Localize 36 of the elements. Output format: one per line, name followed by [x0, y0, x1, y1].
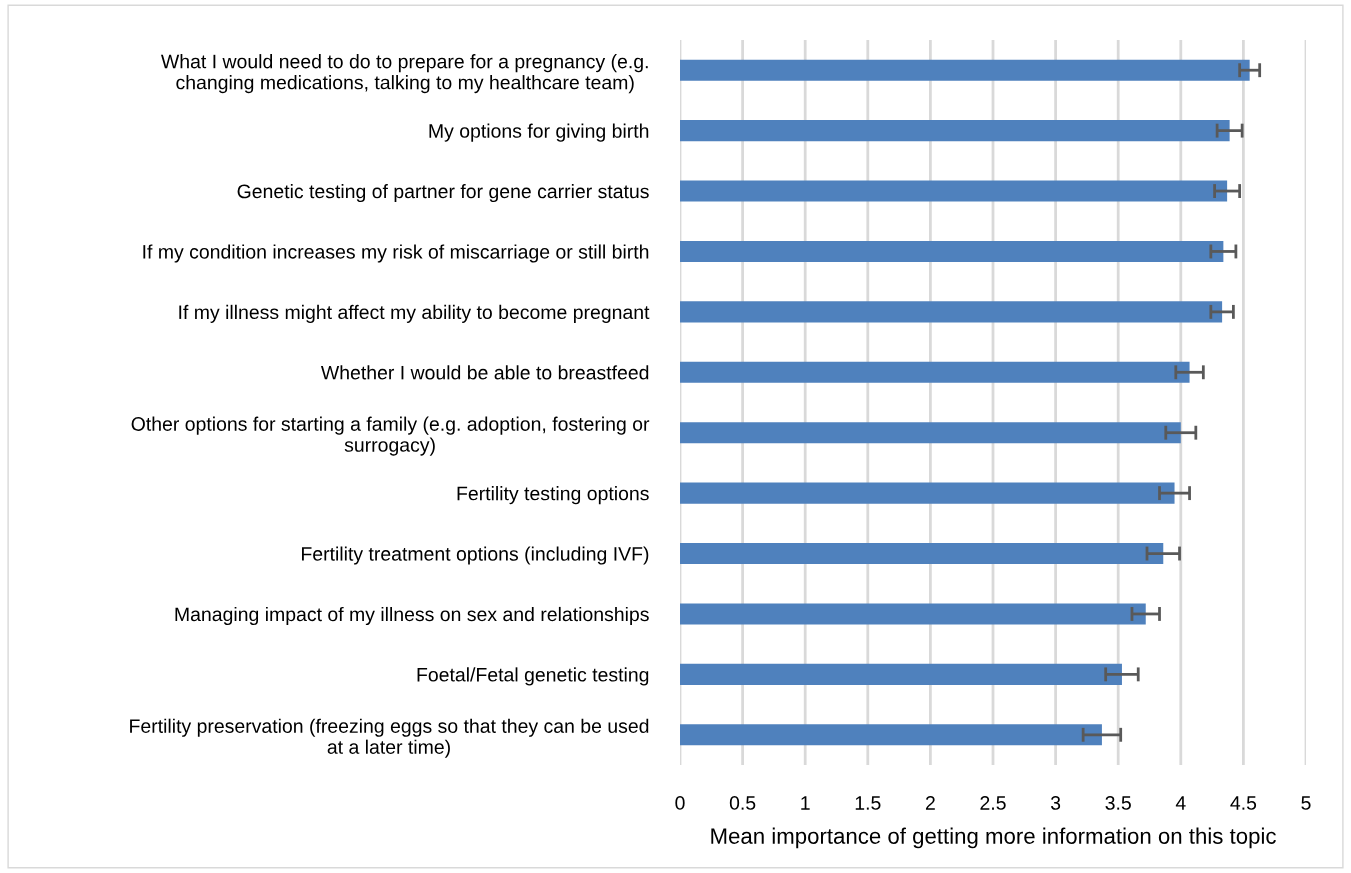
- y-tick-label: Genetic testing of partner for gene carrier status: [237, 184, 649, 203]
- x-tick-label: 0.5: [729, 796, 756, 810]
- y-tick-label: Other options for starting a family (e.g. adoption, fostering or surrogacy): [131, 416, 650, 456]
- x-tick-label: 2: [925, 796, 935, 810]
- x-tick-label: 4: [1175, 796, 1186, 810]
- y-tick-label: Fertility treatment options (including IVF): [302, 546, 649, 565]
- bar: [680, 240, 1224, 263]
- y-tick-label: Whether I would be able to breastfeed: [320, 365, 649, 380]
- bar: [680, 663, 1122, 685]
- bar: [680, 422, 1181, 444]
- x-tick-label: 3: [1050, 796, 1061, 810]
- y-tick-label: If my condition increases my risk of miscarriage or still birth: [143, 244, 649, 263]
- x-tick-label: 1: [801, 796, 810, 810]
- bar: [680, 180, 1228, 202]
- y-tick-label: If my illness might affect my ability to become pregnant: [179, 304, 650, 323]
- bar: [680, 482, 1175, 504]
- y-tick-label: Managing impact of my illness on sex and relationships: [175, 606, 649, 626]
- x-tick-label: 3.5: [1105, 796, 1131, 810]
- x-tick-label: 5: [1301, 796, 1311, 810]
- y-tick-label: Foetal/Fetal genetic testing: [417, 667, 649, 686]
- x-tick-label: 1.5: [855, 796, 881, 810]
- bar: [680, 301, 1223, 323]
- y-tick-label: My options for giving birth: [429, 123, 649, 142]
- bar: [680, 542, 1164, 565]
- bar: [680, 361, 1190, 383]
- x-tick-label: 4.5: [1230, 796, 1257, 810]
- bar: [680, 603, 1146, 625]
- x-axis-title: Mean importance of getting more information on this topic: [711, 827, 1276, 849]
- bar: [680, 59, 1250, 81]
- x-tick-label: 2.5: [980, 796, 1006, 810]
- y-tick-label: Fertility preservation (freezing eggs so that they can be used at a later time): [130, 718, 649, 758]
- x-tick-label: 0: [675, 796, 685, 810]
- bar: [680, 120, 1230, 142]
- y-tick-label: Fertility testing options: [457, 486, 649, 505]
- bar: [680, 724, 1102, 746]
- y-tick-label: What I would need to do to prepare for a pregnancy (e.g. changing medications, talking to my healthcare team): [161, 54, 648, 94]
